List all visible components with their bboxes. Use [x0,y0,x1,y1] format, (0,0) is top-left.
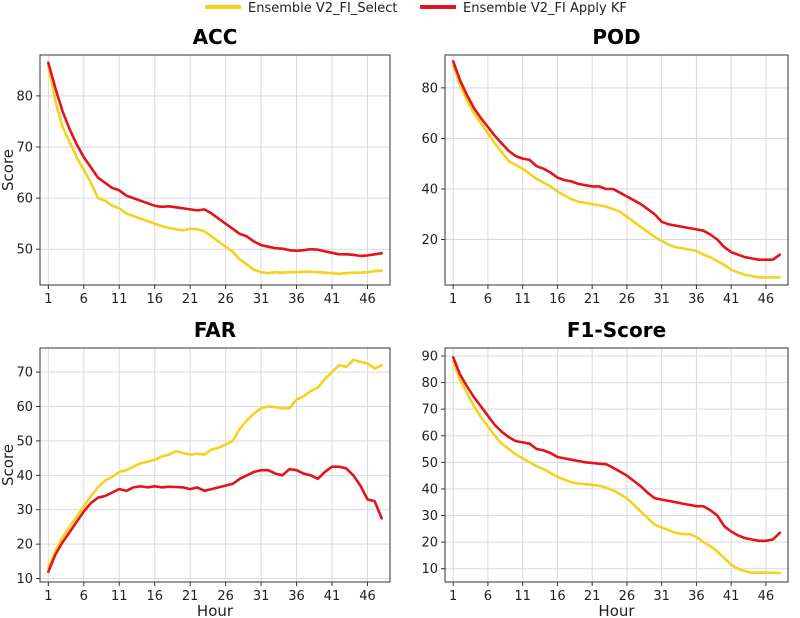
f1-score-xtick-label-1: 1 [449,589,457,604]
far-ytick-label-50: 50 [16,434,33,449]
f1-score-title: F1-Score [567,318,666,342]
far-ytick-label-30: 30 [16,503,33,518]
acc-xtick-label-31: 31 [253,292,270,307]
f1-score-ytick-label-20: 20 [421,536,438,551]
far-xtick-label-16: 16 [146,589,163,604]
pod-xtick-label-6: 6 [484,292,492,307]
pod-xtick-label-41: 41 [723,292,740,307]
f1-score-ytick-label-40: 40 [421,482,438,497]
far-title: FAR [194,318,236,342]
f1-score-xtick-label-21: 21 [584,589,601,604]
pod-xtick-label-31: 31 [653,292,670,307]
acc-title: ACC [193,25,238,49]
f1-score-ytick-label-70: 70 [421,403,438,418]
f1-score-ytick-label-60: 60 [421,429,438,444]
far-grid [40,348,390,582]
pod-frame [444,54,789,286]
acc-xtick-label-36: 36 [288,292,305,307]
far-series-ensemble-v2-fi-apply-kf [46,465,384,574]
acc-series-ensemble-v2-fi-select [46,63,384,276]
acc-xtick-label-1: 1 [44,292,52,307]
far-series-ensemble-v2-fi-select [46,358,384,570]
pod-ytick-label-20: 20 [421,233,438,248]
f1-score-ytick-label-90: 90 [421,349,438,364]
acc-ytick-label-50: 50 [16,243,33,258]
f1-score-ytick-label-30: 30 [421,509,438,524]
f1-score-series-ensemble-v2-fi-select [451,359,782,575]
acc-xtick-label-41: 41 [324,292,341,307]
far-xtick-label-31: 31 [253,589,270,604]
acc-frame [39,54,391,286]
pod-ytick-label-60: 60 [421,132,438,147]
f1-score-frame [444,347,789,583]
far-xtick-label-46: 46 [359,589,376,604]
panel-far: 1 6 11 16 21 26 31 36 41 4610203040506070FARHourS… [0,318,391,618]
far-ytick-label-70: 70 [16,366,33,381]
f1-score-ytick-label-50: 50 [421,456,438,471]
acc-ytick-label-70: 70 [16,141,33,156]
pod-xtick-label-16: 16 [549,292,566,307]
pod-series-ensemble-v2-fi-select [451,63,782,279]
f1-score-xtick-label-31: 31 [653,589,670,604]
acc-xtick-label-21: 21 [182,292,199,307]
pod-ytick-label-80: 80 [421,81,438,96]
pod-grid [445,55,788,285]
pod-title: POD [592,25,640,49]
far-xtick-label-26: 26 [217,589,234,604]
pod-xtick-label-21: 21 [584,292,601,307]
acc-xtick-label-11: 11 [111,292,128,307]
far-ylabel: Score [0,444,17,486]
panel-f1-score: 1 6 11 16 21 26 31 36 41 46102030405060708090F1-S… [421,318,789,618]
pod-ytick-label-40: 40 [421,182,438,197]
acc-ylabel: Score [0,149,17,191]
acc-xtick-label-26: 26 [217,292,234,307]
pod-xtick-label-46: 46 [758,292,775,307]
acc-ytick-label-80: 80 [16,89,33,104]
f1-score-xtick-label-6: 6 [484,589,492,604]
pod-series-ensemble-v2-fi-apply-kf [451,59,782,262]
f1-score-xtick-label-36: 36 [688,589,705,604]
far-xtick-label-36: 36 [288,589,305,604]
legend: Ensemble V2_FI_Select Ensemble V2_FI App… [205,1,627,16]
pod-xtick-label-11: 11 [514,292,531,307]
pod-xtick-label-1: 1 [449,292,457,307]
far-xtick-label-21: 21 [182,589,199,604]
f1-score-xtick-label-11: 11 [514,589,531,604]
acc-xtick-label-16: 16 [146,292,163,307]
acc-ytick-label-60: 60 [16,192,33,207]
far-frame [39,347,391,583]
far-xtick-label-41: 41 [324,589,341,604]
pod-xtick-label-36: 36 [688,292,705,307]
f1-score-grid [445,348,788,582]
far-xtick-label-6: 6 [80,589,88,604]
far-ytick-label-20: 20 [16,538,33,553]
legend-label-kf: Ensemble V2_FI Apply KF [463,1,627,16]
f1-score-ytick-label-10: 10 [421,562,438,577]
far-ytick-label-10: 10 [16,572,33,587]
f1-score-xlabel: Hour [598,602,635,618]
acc-series-ensemble-v2-fi-apply-kf [46,61,384,258]
f1-score-xtick-label-41: 41 [723,589,740,604]
far-xlabel: Hour [197,602,234,618]
f1-score-ytick-label-80: 80 [421,376,438,391]
pod-xtick-label-26: 26 [619,292,636,307]
acc-xtick-label-46: 46 [359,292,376,307]
far-ytick-label-40: 40 [16,469,33,484]
far-xtick-label-11: 11 [111,589,128,604]
far-xtick-label-1: 1 [44,589,52,604]
acc-grid [40,55,390,285]
f1-score-xtick-label-46: 46 [758,589,775,604]
acc-xtick-label-6: 6 [80,292,88,307]
far-ytick-label-60: 60 [16,400,33,415]
f1-score-xtick-label-26: 26 [619,589,636,604]
f1-score-xtick-label-16: 16 [549,589,566,604]
f1-score-series-ensemble-v2-fi-apply-kf [451,355,782,543]
legend-label-select: Ensemble V2_FI_Select [248,1,397,16]
